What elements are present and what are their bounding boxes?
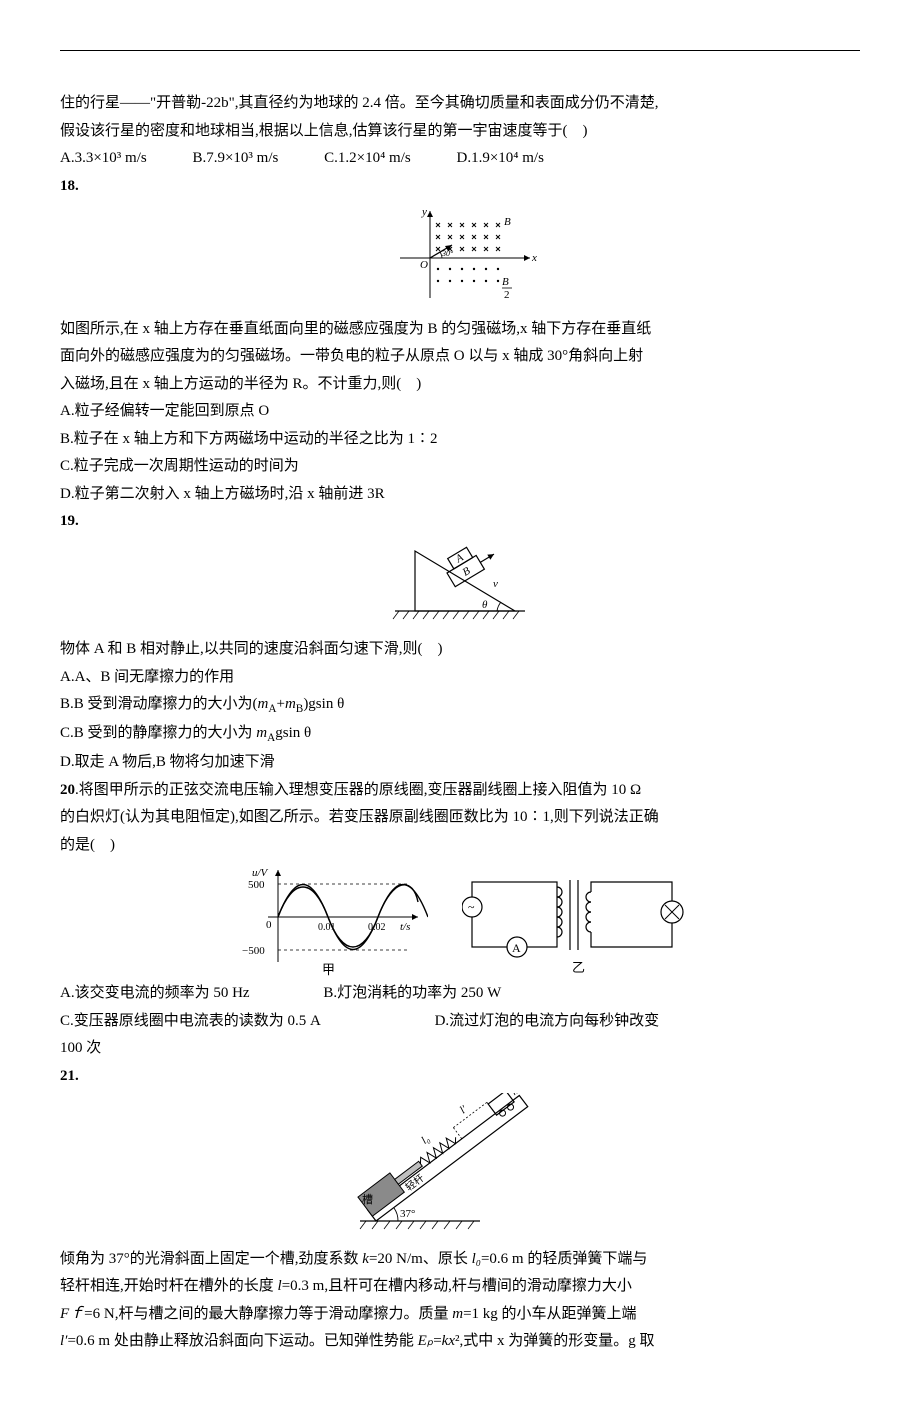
svg-text:0.01: 0.01 [318, 922, 336, 933]
q18-body-l1: 如图所示,在 x 轴上方存在垂直纸面向里的磁感应强度为 B 的匀强磁场,x 轴下… [60, 317, 860, 343]
svg-text:甲: 甲 [322, 962, 335, 977]
svg-text:u/V: u/V [252, 867, 269, 879]
svg-text:B: B [504, 216, 511, 228]
svg-text:θ: θ [482, 599, 488, 611]
page-top-rule [60, 50, 860, 51]
svg-text:2: 2 [504, 289, 510, 301]
q20-l3: 的是( ) [60, 833, 860, 859]
q19-figure: B A v θ [60, 539, 860, 634]
q17-optA: A.3.3×10³ m/s [60, 146, 147, 172]
svg-text:B: B [502, 276, 509, 288]
svg-text:~: ~ [468, 900, 475, 914]
q18-body-l3: 入磁场,且在 x 轴上方运动的半径为 R。不计重力,则( ) [60, 372, 860, 398]
svg-text:30°: 30° [441, 249, 454, 258]
q20-optCD: C.变压器原线圈中电流表的读数为 0.5 A D.流过灯泡的电流方向每秒钟改变 [60, 1009, 860, 1035]
q20-optD: D.流过灯泡的电流方向每秒钟改变 [435, 1013, 660, 1029]
q18-figure: 30° O x y B B 2 [60, 203, 860, 313]
q19-number: 19. [60, 513, 79, 529]
q18-optA: A.粒子经偏转一定能回到原点 O [60, 399, 860, 425]
q19-incline-diagram: B A v θ [385, 539, 535, 624]
q20-optAB: A.该交变电流的频率为 50 Hz B.灯泡消耗的功率为 250 W [60, 981, 860, 1007]
q20-optA: A.该交变电流的频率为 50 Hz [60, 981, 250, 1007]
q19-optB: B.B 受到滑动摩擦力的大小为(mA+mB)gsin θ [60, 692, 860, 719]
q21-l4: l′=0.6 m 处由静止释放沿斜面向下运动。已知弹性势能 Eₚ=kx²,式中 … [60, 1329, 860, 1355]
svg-text:A: A [512, 941, 521, 955]
q18-magnetic-field-diagram: 30° O x y B B 2 [380, 203, 540, 303]
svg-text:O: O [420, 259, 428, 271]
svg-text:0: 0 [266, 919, 272, 931]
q21-incline-spring-diagram: l₀ l′ m 轻杆 37° 槽 [350, 1093, 570, 1233]
q20-optD-l2: 100 次 [60, 1036, 860, 1062]
q20-optB: B.灯泡消耗的功率为 250 W [323, 985, 501, 1001]
q21-l3: Fｆ=6 N,杆与槽之间的最大静摩擦力等于滑动摩擦力。质量 m=1 kg 的小车… [60, 1302, 860, 1328]
q17-optD: D.1.9×10⁴ m/s [456, 146, 543, 172]
q18-number: 18. [60, 178, 79, 194]
q20-optC: C.变压器原线圈中电流表的读数为 0.5 A [60, 1009, 321, 1035]
svg-text:t/s: t/s [400, 921, 410, 933]
q19-optD: D.取走 A 物后,B 物将匀加速下滑 [60, 750, 860, 776]
svg-text:l′: l′ [458, 1103, 470, 1116]
q19-optC: C.B 受到的静摩擦力的大小为 mAgsin θ [60, 721, 860, 748]
svg-text:0.02: 0.02 [368, 922, 386, 933]
q21-number: 21. [60, 1068, 79, 1084]
q20-l1: 20.将图甲所示的正弦交流电压输入理想变压器的原线圈,变压器副线圈上接入阻值为 … [60, 778, 860, 804]
q19-body: 物体 A 和 B 相对静止,以共同的速度沿斜面匀速下滑,则( ) [60, 637, 860, 663]
q18-optB: B.粒子在 x 轴上方和下方两磁场中运动的半径之比为 1∶2 [60, 427, 860, 453]
q18-optC: C.粒子完成一次周期性运动的时间为 [60, 454, 860, 480]
q21-figure: l₀ l′ m 轻杆 37° 槽 [60, 1093, 860, 1243]
svg-text:−500: −500 [242, 945, 265, 957]
q18-optD: D.粒子第二次射入 x 轴上方磁场时,沿 x 轴前进 3R [60, 482, 860, 508]
q17-frag-line1: 住的行星——"开普勒-22b",其直径约为地球的 2.4 倍。至今其确切质量和表… [60, 91, 860, 117]
svg-text:A: A [453, 551, 466, 565]
q21-l1: 倾角为 37°的光滑斜面上固定一个槽,劲度系数 k=20 N/m、原长 l₀=0… [60, 1247, 860, 1273]
q20-waveform: u/V 500 0 −500 0.01 0.02 t/s 甲 [228, 862, 428, 977]
svg-text:v: v [493, 578, 498, 590]
q17-optB: B.7.9×10³ m/s [192, 146, 278, 172]
svg-text:乙: 乙 [572, 960, 585, 975]
svg-text:B: B [461, 564, 473, 578]
q17-options: A.3.3×10³ m/s B.7.9×10³ m/s C.1.2×10⁴ m/… [60, 146, 860, 172]
q21-l2: 轻杆相连,开始时杆在槽外的长度 l=0.3 m,且杆可在槽内移动,杆与槽间的滑动… [60, 1274, 860, 1300]
svg-text:l₀: l₀ [419, 1133, 432, 1147]
svg-text:y: y [421, 206, 427, 218]
q20-l2: 的白炽灯(认为其电阻恒定),如图乙所示。若变压器原副线圈匝数比为 10∶1,则下… [60, 805, 860, 831]
q17-frag-line2: 假设该行星的密度和地球相当,根据以上信息,估算该行星的第一宇宙速度等于( ) [60, 119, 860, 145]
q18-body-l2: 面向外的磁感应强度为的匀强磁场。一带负电的粒子从原点 O 以与 x 轴成 30°… [60, 344, 860, 370]
q17-optC: C.1.2×10⁴ m/s [324, 146, 411, 172]
svg-text:37°: 37° [400, 1208, 415, 1220]
svg-text:x: x [531, 252, 537, 264]
q20-transformer-circuit: ~ A 乙 [462, 862, 692, 977]
q19-optA: A.A、B 间无摩擦力的作用 [60, 665, 860, 691]
q20-figures: u/V 500 0 −500 0.01 0.02 t/s 甲 ~ A [60, 862, 860, 977]
svg-text:槽: 槽 [362, 1193, 373, 1206]
svg-text:500: 500 [248, 879, 265, 891]
